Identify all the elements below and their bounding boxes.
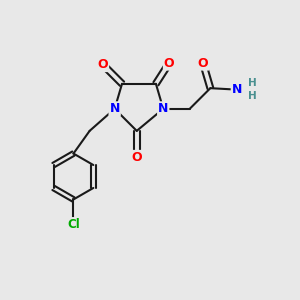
- Text: H: H: [248, 91, 256, 101]
- Text: N: N: [110, 102, 120, 115]
- Text: O: O: [98, 58, 108, 71]
- Text: N: N: [232, 83, 242, 96]
- Text: O: O: [131, 151, 142, 164]
- Text: H: H: [248, 78, 256, 88]
- Text: O: O: [198, 57, 208, 70]
- Text: O: O: [164, 57, 175, 70]
- Text: Cl: Cl: [67, 218, 80, 231]
- Text: N: N: [158, 102, 168, 115]
